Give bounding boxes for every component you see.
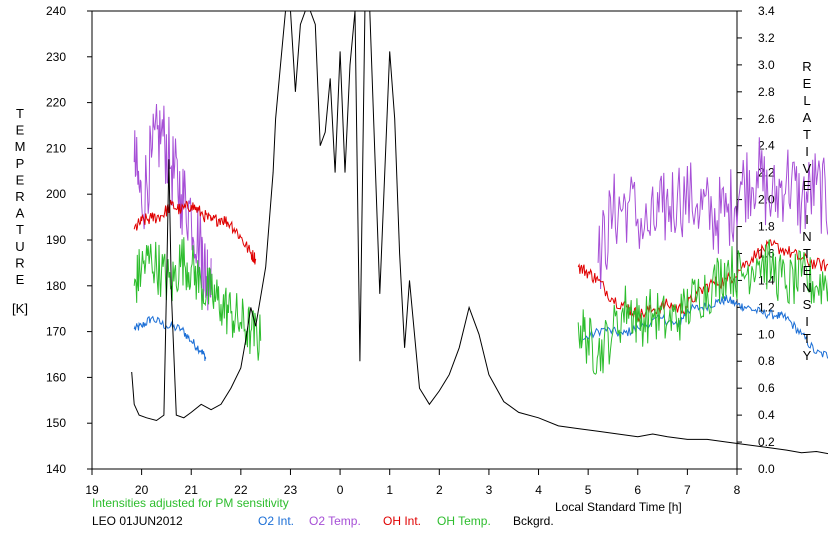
x-tick-label: 6 [634, 483, 641, 497]
right-axis-label-letter: I [805, 314, 809, 329]
right-axis-label-letter: Y [803, 348, 812, 363]
right-tick-label: 0.6 [758, 381, 775, 395]
left-axis-label-letter: T [16, 222, 24, 237]
left-tick-label: 230 [46, 50, 66, 64]
x-tick-label: 21 [185, 483, 199, 497]
left-axis-label-letter: E [16, 123, 25, 138]
x-tick-label: 0 [337, 483, 344, 497]
left-axis-label-letter: R [15, 189, 24, 204]
right-tick-label: 2.4 [758, 139, 775, 153]
station-date-label: LEO 01JUN2012 [92, 514, 183, 528]
x-tick-label: 23 [284, 483, 298, 497]
left-tick-label: 140 [46, 462, 66, 476]
right-axis-label-letter: N [802, 280, 811, 295]
right-axis-label-letter: N [802, 229, 811, 244]
left-tick-label: 170 [46, 325, 66, 339]
right-axis-label-letter: R [802, 59, 811, 74]
right-tick-label: 1.8 [758, 220, 775, 234]
right-axis-label-letter: T [803, 331, 811, 346]
left-tick-label: 220 [46, 96, 66, 110]
series-bckgrd-line [131, 10, 828, 455]
legend-oh-temp: OH Temp. [437, 514, 491, 528]
x-tick-label: 20 [135, 483, 149, 497]
right-axis-label-letter: L [803, 93, 810, 108]
right-tick-label: 0.2 [758, 435, 775, 449]
right-axis-label-letter: I [805, 144, 809, 159]
left-axis-label-letter: U [15, 239, 24, 254]
series-oh-int-line [133, 199, 828, 322]
x-tick-label: 2 [436, 483, 443, 497]
right-axis-label-letter: E [803, 178, 812, 193]
right-axis-label-letter: S [803, 297, 812, 312]
series-oh-temp-line [133, 237, 828, 375]
x-tick-label: 3 [486, 483, 493, 497]
left-tick-label: 190 [46, 233, 66, 247]
left-tick-label: 210 [46, 141, 66, 155]
left-tick-label: 160 [46, 370, 66, 384]
x-tick-label: 7 [684, 483, 691, 497]
legend-background: Bckgrd. [513, 514, 554, 528]
right-axis-label-letter: T [803, 246, 811, 261]
right-tick-label: 3.2 [758, 31, 775, 45]
series-o2-temp-line [133, 103, 828, 311]
series-o2-int-line [133, 294, 828, 362]
right-tick-label: 3.0 [758, 58, 775, 72]
right-tick-label: 3.4 [758, 4, 775, 18]
left-tick-label: 180 [46, 279, 66, 293]
left-axis-label-letter: R [15, 255, 24, 270]
right-axis-label-letter: A [803, 110, 812, 125]
x-tick-label: 8 [734, 483, 741, 497]
right-tick-label: 2.8 [758, 85, 775, 99]
right-tick-label: 2.6 [758, 112, 775, 126]
legend-oh-int: OH Int. [383, 514, 422, 528]
right-axis-label-letter: T [803, 127, 811, 142]
x-axis-label: Local Standard Time [h] [555, 500, 682, 514]
x-tick-label: 5 [585, 483, 592, 497]
left-tick-label: 200 [46, 187, 66, 201]
right-tick-label: 1.0 [758, 327, 775, 341]
right-axis-label-letter: V [803, 161, 812, 176]
x-tick-label: 22 [234, 483, 248, 497]
left-axis-label-letter: P [16, 156, 25, 171]
left-axis-label-letter: M [15, 139, 26, 154]
legend-o2-temp: O2 Temp. [309, 514, 361, 528]
right-tick-label: 0.8 [758, 354, 775, 368]
x-tick-label: 1 [386, 483, 393, 497]
left-axis-label-letter: T [16, 106, 24, 121]
legend-o2-int: O2 Int. [258, 514, 295, 528]
left-tick-label: 240 [46, 4, 66, 18]
right-tick-label: 0.0 [758, 462, 775, 476]
x-tick-label: 19 [85, 483, 99, 497]
left-tick-label: 150 [46, 416, 66, 430]
x-tick-label: 4 [535, 483, 542, 497]
left-axis-label-letter: E [16, 172, 25, 187]
left-axis-unit: [K] [12, 301, 28, 316]
left-axis-label-letter: E [16, 272, 25, 287]
right-axis-label-letter: E [803, 263, 812, 278]
left-axis-label-letter: A [16, 206, 25, 221]
right-axis-label-letter: I [805, 212, 809, 227]
right-axis-label-letter: E [803, 76, 812, 91]
sensitivity-note: Intensities adjusted for PM sensitivity [92, 496, 289, 510]
right-tick-label: 0.4 [758, 408, 775, 422]
